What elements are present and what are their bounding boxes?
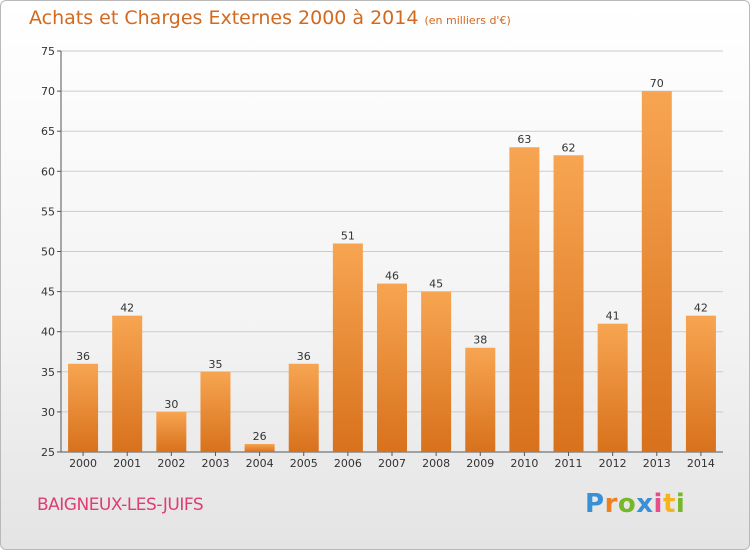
x-tick-label: 2008: [422, 457, 450, 470]
y-tick-label: 35: [41, 366, 55, 379]
logo-letter: r: [604, 489, 618, 519]
data-label: 46: [385, 270, 399, 283]
bar: [509, 147, 540, 453]
data-label: 62: [562, 141, 576, 154]
data-label: 51: [341, 229, 355, 242]
x-tick-label: 2004: [246, 457, 274, 470]
bar: [68, 363, 99, 452]
data-label: 42: [120, 302, 134, 315]
bar: [200, 371, 231, 452]
y-tick-label: 70: [41, 85, 55, 98]
y-tick-label: 40: [41, 326, 55, 339]
x-tick-label: 2010: [510, 457, 538, 470]
x-tick-label: 2006: [334, 457, 362, 470]
data-label: 36: [76, 350, 90, 363]
x-tick-label: 2012: [599, 457, 627, 470]
bar: [244, 443, 275, 452]
x-tick-label: 2001: [113, 457, 141, 470]
bar: [465, 347, 496, 452]
logo-letter: x: [636, 489, 654, 519]
x-tick-label: 2013: [643, 457, 671, 470]
y-tick-label: 30: [41, 406, 55, 419]
x-tick-label: 2011: [555, 457, 583, 470]
logo-letter: t: [662, 489, 676, 519]
chart-title: Achats et Charges Externes 2000 à 2014 (e…: [29, 7, 511, 29]
logo-letter: o: [617, 489, 637, 519]
bar: [288, 363, 319, 452]
chart-subtitle: (en milliers d'€): [424, 14, 511, 27]
data-label: 35: [208, 358, 222, 371]
bar: [377, 283, 407, 452]
data-label: 26: [253, 430, 267, 443]
x-tick-label: 2009: [466, 457, 494, 470]
x-tick-label: 2000: [69, 457, 97, 470]
bars: [68, 91, 716, 453]
value-labels: 36 42 30 35 26 36 51 46 45 38 63 62 41 70 42: [76, 77, 708, 443]
bar: [553, 155, 584, 452]
y-tick-label: 25: [41, 446, 55, 459]
x-tick-label: 2002: [157, 457, 185, 470]
bar: [685, 315, 716, 452]
logo-letter: i: [653, 489, 663, 519]
logo-letter: i: [675, 489, 686, 519]
y-tick-label: 60: [41, 165, 55, 178]
y-tick-label: 50: [41, 246, 55, 259]
y-tick-label: 55: [41, 205, 55, 218]
logo-letter: P: [585, 489, 605, 519]
commune-name: BAIGNEUX-LES-JUIFS: [37, 495, 204, 515]
y-tick-label: 75: [41, 45, 55, 58]
x-tick-label: 2014: [687, 457, 715, 470]
data-label: 36: [297, 350, 311, 363]
data-label: 45: [429, 278, 443, 291]
data-label: 42: [694, 302, 708, 315]
bar: [597, 323, 628, 452]
data-label: 38: [473, 334, 487, 347]
data-label: 30: [164, 398, 178, 411]
chart-title-text: Achats et Charges Externes 2000 à 2014: [29, 7, 419, 29]
data-label: 70: [650, 77, 664, 90]
bar: [112, 315, 143, 452]
bar: [156, 411, 187, 452]
y-tick-labels: 25 30 35 40 45 50 55 60 65 70 75: [41, 45, 55, 459]
x-tick-labels: 2000 2001 2002 2003 2004 2005 2006 2007 2008 2009…: [69, 457, 715, 470]
data-label: 41: [606, 310, 620, 323]
bar: [421, 291, 452, 452]
data-label: 63: [517, 133, 531, 146]
y-tick-label: 65: [41, 125, 55, 138]
x-tick-label: 2003: [201, 457, 229, 470]
y-tick-label: 45: [41, 286, 55, 299]
x-tick-label: 2007: [378, 457, 406, 470]
proxiti-logo[interactable]: Proxiti: [585, 489, 685, 519]
x-tick-label: 2005: [290, 457, 318, 470]
bar: [332, 243, 363, 452]
bar: [641, 91, 672, 452]
